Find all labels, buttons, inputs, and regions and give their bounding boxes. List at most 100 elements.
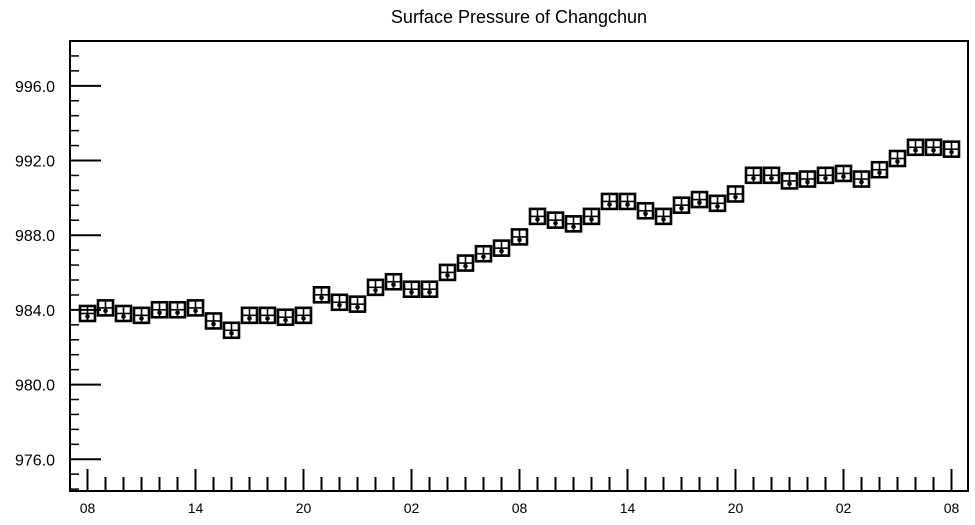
data-point bbox=[546, 211, 565, 229]
point-dot bbox=[913, 147, 918, 153]
data-point bbox=[240, 306, 259, 325]
point-dot bbox=[931, 147, 936, 153]
data-point bbox=[510, 228, 529, 246]
data-point bbox=[906, 138, 925, 157]
data-point bbox=[96, 299, 115, 317]
data-point bbox=[258, 306, 277, 325]
data-point bbox=[870, 160, 889, 179]
data-point bbox=[330, 293, 349, 312]
point-dot bbox=[607, 202, 612, 207]
x-tick-label: 08 bbox=[944, 500, 960, 516]
data-point bbox=[582, 207, 601, 226]
x-tick-label: 20 bbox=[296, 500, 312, 516]
data-point bbox=[150, 300, 169, 319]
data-point bbox=[384, 272, 403, 291]
point-dot bbox=[373, 288, 378, 293]
data-point bbox=[312, 286, 331, 304]
data-point bbox=[600, 192, 619, 211]
point-dot bbox=[85, 314, 90, 319]
point-dot bbox=[877, 170, 882, 176]
point-dot bbox=[499, 248, 504, 254]
data-point bbox=[186, 299, 205, 317]
point-dot bbox=[787, 181, 792, 187]
data-point bbox=[888, 149, 907, 168]
point-dot bbox=[823, 176, 828, 181]
point-dot bbox=[841, 174, 846, 179]
point-dot bbox=[589, 217, 594, 222]
point-dot bbox=[229, 330, 234, 336]
point-dot bbox=[247, 316, 252, 321]
data-point bbox=[654, 207, 673, 226]
data-point bbox=[744, 166, 763, 185]
data-point bbox=[690, 190, 709, 209]
point-dot bbox=[355, 304, 360, 310]
data-point bbox=[348, 295, 367, 313]
data-point bbox=[852, 170, 871, 188]
point-dot bbox=[535, 217, 540, 222]
data-point bbox=[132, 306, 151, 325]
point-dot bbox=[121, 314, 126, 319]
point-dot bbox=[859, 179, 864, 185]
x-tick-label: 08 bbox=[512, 500, 528, 516]
point-dot bbox=[409, 289, 414, 295]
data-point bbox=[618, 192, 637, 211]
point-dot bbox=[895, 159, 900, 164]
point-dot bbox=[517, 237, 522, 243]
point-dot bbox=[139, 316, 144, 321]
data-point bbox=[438, 263, 457, 282]
point-dot bbox=[805, 179, 810, 185]
point-dot bbox=[643, 211, 648, 217]
data-point bbox=[168, 300, 187, 319]
point-dot bbox=[751, 176, 756, 181]
point-dot bbox=[319, 295, 324, 301]
data-point bbox=[204, 312, 223, 330]
x-tick-label: 14 bbox=[188, 500, 204, 516]
point-dot bbox=[697, 200, 702, 205]
data-point bbox=[114, 304, 133, 323]
point-dot bbox=[715, 204, 720, 209]
data-point bbox=[672, 196, 691, 214]
data-point bbox=[564, 215, 583, 233]
point-dot bbox=[553, 220, 558, 226]
point-dot bbox=[481, 254, 486, 260]
point-dot bbox=[679, 205, 684, 211]
point-dot bbox=[949, 149, 954, 155]
y-tick-label: 988.0 bbox=[15, 228, 55, 245]
data-point bbox=[780, 172, 799, 190]
data-point bbox=[528, 207, 547, 226]
point-dot bbox=[625, 202, 630, 207]
x-tick-label: 02 bbox=[836, 500, 852, 516]
data-point bbox=[816, 166, 835, 185]
data-point bbox=[276, 308, 295, 327]
y-tick-label: 976.0 bbox=[15, 452, 55, 469]
y-tick-label: 992.0 bbox=[15, 154, 55, 171]
x-tick-label: 02 bbox=[404, 500, 420, 516]
point-dot bbox=[445, 273, 450, 278]
x-axis: 08 14 20 02 08 14 20 02 08 bbox=[80, 469, 960, 516]
chart-title: Surface Pressure of Changchun bbox=[391, 7, 647, 27]
point-dot bbox=[283, 317, 288, 323]
plot-frame bbox=[69, 40, 969, 492]
data-point bbox=[636, 201, 655, 220]
data-point bbox=[474, 244, 493, 263]
point-dot bbox=[661, 217, 666, 222]
data-point bbox=[924, 138, 943, 157]
y-tick-label: 980.0 bbox=[15, 378, 55, 395]
data-point bbox=[708, 194, 727, 213]
data-point bbox=[294, 306, 313, 325]
point-dot bbox=[571, 224, 576, 230]
data-point bbox=[798, 170, 817, 188]
data-point bbox=[402, 280, 421, 299]
point-dot bbox=[175, 310, 180, 316]
data-points bbox=[78, 138, 961, 340]
x-tick-label: 20 bbox=[728, 500, 744, 516]
data-point bbox=[222, 321, 241, 340]
point-dot bbox=[337, 302, 342, 308]
point-dot bbox=[265, 316, 270, 321]
data-point bbox=[942, 140, 961, 158]
point-dot bbox=[733, 194, 738, 200]
y-tick-label: 996.0 bbox=[15, 79, 55, 96]
point-dot bbox=[103, 308, 108, 314]
